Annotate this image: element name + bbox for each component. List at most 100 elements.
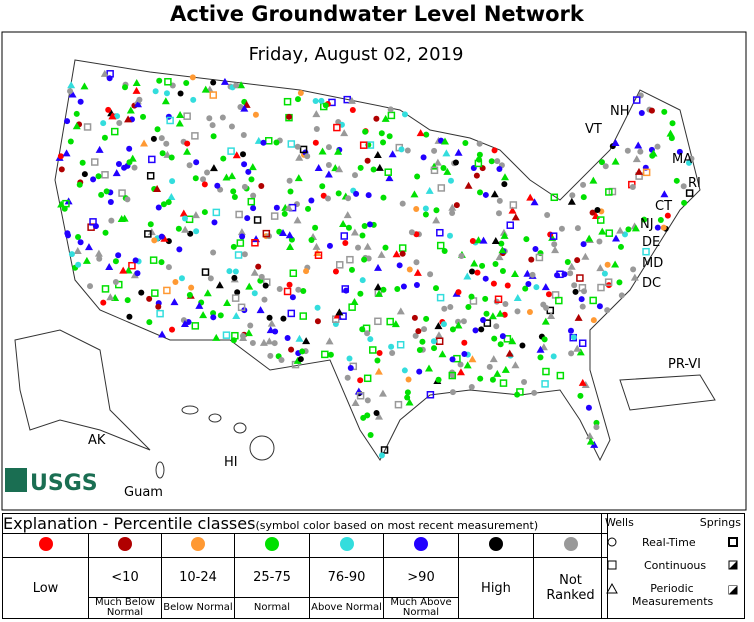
site-symbol [369,346,377,354]
site-symbol [657,216,664,223]
site-symbol [580,181,587,188]
site-symbol [115,160,122,167]
site-symbol [364,157,371,164]
site-symbol [387,106,394,113]
site-symbol [271,340,278,347]
site-symbol [280,315,287,322]
puerto-rico [619,374,716,411]
site-symbol [378,389,387,397]
site-symbol [160,201,167,208]
site-symbol [373,115,380,122]
site-symbol [241,183,248,190]
site-symbol [270,212,279,220]
site-symbol [382,244,389,251]
site-symbol [147,228,156,236]
site-symbol [231,274,238,281]
site-symbol [642,168,651,177]
legend-swatch [161,533,235,558]
site-symbol [500,231,509,239]
site-symbol [408,229,415,236]
site-symbol [67,88,74,95]
site-symbol [580,194,587,201]
site-symbol [386,317,394,326]
site-symbol [163,90,170,97]
site-symbol [283,97,292,106]
site-symbol [392,250,401,258]
site-symbol [519,342,526,349]
site-symbol [624,147,631,154]
site-symbol [177,90,184,97]
site-symbol [405,398,414,406]
site-symbol [240,104,249,112]
site-symbol [503,335,512,343]
site-symbol [112,258,119,265]
site-symbol [107,199,114,206]
site-symbol [286,113,293,120]
site-symbol [235,210,243,219]
site-symbol [297,356,304,363]
site-symbol [420,154,427,161]
site-symbol [314,304,321,311]
site-symbol [152,88,159,95]
site-symbol [168,154,175,161]
site-symbol [333,123,341,132]
site-symbol [325,161,332,168]
site-symbol [461,351,468,358]
map-label: MD [642,256,663,271]
site-symbol [593,424,600,431]
site-symbol [525,281,532,288]
site-symbol [267,319,276,327]
site-symbol [513,294,522,302]
site-symbol [151,289,159,297]
site-symbol [654,224,661,231]
site-symbol [394,400,403,409]
site-symbol [80,82,89,90]
site-symbol [567,327,574,334]
site-symbol [449,209,456,216]
site-symbol [411,314,418,321]
us-outline [54,59,701,462]
site-symbol [73,246,82,254]
site-symbol [232,268,239,275]
site-symbol [474,269,481,276]
site-symbol [496,197,503,204]
site-symbol [147,221,154,228]
site-symbol [151,237,158,244]
site-symbol [457,361,464,368]
site-symbol [441,305,448,312]
site-symbol [596,216,605,224]
site-symbol [312,110,321,118]
site-symbol [312,224,319,231]
site-symbol [601,270,608,277]
site-symbol [479,262,486,269]
site-symbol [305,205,312,212]
type-label: Continuous [644,559,707,572]
site-symbol [262,282,269,289]
site-symbol [605,188,613,196]
site-symbol [468,293,475,300]
legend-swatch [309,533,384,558]
site-symbol [325,195,332,202]
site-symbol [120,214,129,222]
site-symbol [191,211,200,219]
site-symbol [223,298,232,306]
site-symbol [207,275,214,282]
site-symbol [483,310,490,317]
site-symbol [346,255,354,264]
site-symbol [448,371,457,380]
site-symbol [344,374,351,381]
symbols [606,537,738,595]
site-symbol [516,388,524,396]
site-symbol [150,135,157,142]
site-symbol [660,224,667,231]
site-symbol [618,292,625,299]
legend-range: 25-75 [234,557,310,598]
site-symbol [649,152,656,159]
site-symbol [294,143,301,150]
site-symbol [228,172,237,180]
site-symbol [594,207,601,214]
legend-range: 10-24 [161,557,235,598]
site-symbol [158,233,165,240]
legend-note: (symbol color based on most recent measu… [255,519,539,532]
